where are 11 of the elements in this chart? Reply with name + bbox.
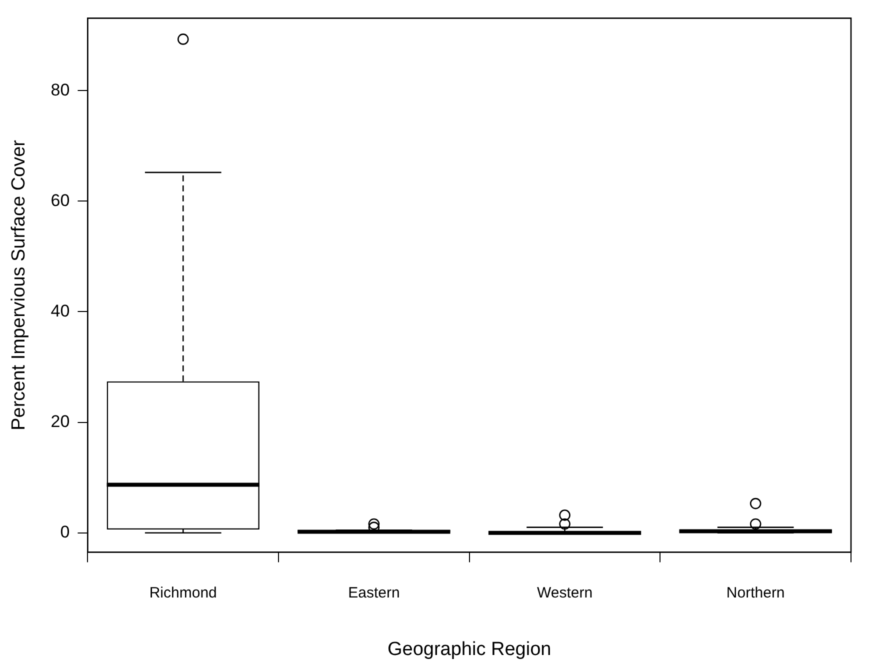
y-tick-label: 60 [50,190,70,210]
x-tick-label: Richmond [149,584,217,602]
y-tick-label: 80 [50,80,70,100]
y-tick-label: 40 [50,301,70,320]
y-tick-label: 20 [50,412,70,431]
y-axis-title: Percent Impervious Surface Cover [8,139,30,430]
x-axis-title: Geographic Region [387,638,552,660]
x-tick-label: Northern [726,584,785,602]
x-tick-label: Eastern [348,584,400,602]
y-tick-label: 0 [60,522,70,542]
x-tick-label: Western [536,584,593,602]
